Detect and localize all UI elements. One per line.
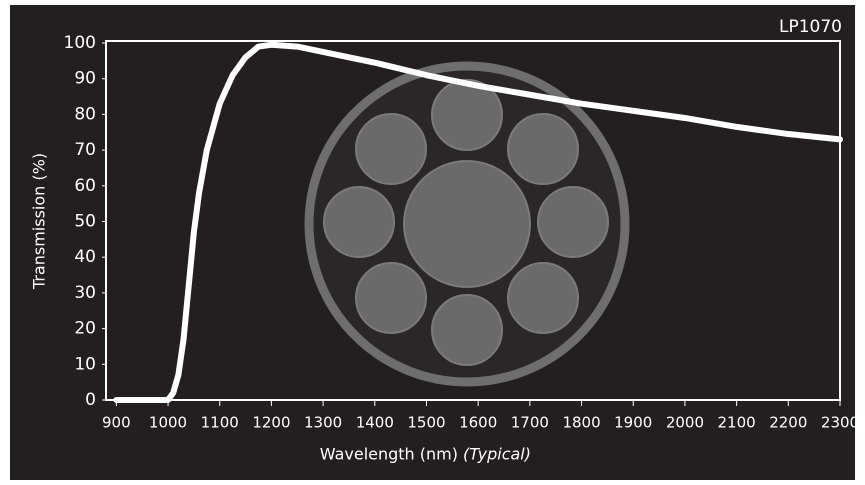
x-tick-label: 1400 — [356, 414, 394, 432]
x-tick-label: 1300 — [304, 414, 342, 432]
x-tick-label: 2000 — [666, 414, 704, 432]
y-axis-label: Transmission (%) — [30, 153, 49, 290]
x-axis-note: (Typical) — [463, 445, 531, 464]
x-tick-label: 2300 — [821, 414, 859, 432]
chart-title: LP1070 — [779, 17, 842, 37]
x-tick-label: 1000 — [149, 414, 187, 432]
x-tick-label: 1900 — [614, 414, 652, 432]
x-tick-label: 2200 — [769, 414, 807, 432]
plot-area — [113, 41, 843, 403]
x-tick-label: 1200 — [252, 414, 290, 432]
x-tick-label: 1700 — [511, 414, 549, 432]
y-tick-label: 0 — [85, 390, 96, 410]
filter-icon — [304, 61, 630, 387]
y-tick-label: 100 — [64, 33, 96, 53]
x-tick-label: 1600 — [459, 414, 497, 432]
x-tick-label: 900 — [102, 414, 131, 432]
x-axis-label: Wavelength (nm) — [320, 445, 458, 464]
x-tick-label: 1100 — [201, 414, 239, 432]
y-tick-label: 30 — [74, 283, 96, 303]
plot-frame — [105, 40, 841, 401]
x-tick-label: 1500 — [407, 414, 445, 432]
y-tick-label: 40 — [74, 247, 96, 267]
data-line — [113, 41, 843, 403]
y-tick-label: 10 — [74, 354, 96, 374]
y-tick-label: 70 — [74, 140, 96, 160]
y-tick-label: 90 — [74, 69, 96, 89]
x-tick-label: 2100 — [718, 414, 756, 432]
y-tick-label: 80 — [74, 104, 96, 124]
y-tick-label: 50 — [74, 212, 96, 232]
y-tick-label: 20 — [74, 319, 96, 339]
y-tick-label: 60 — [74, 176, 96, 196]
x-tick-label: 1800 — [562, 414, 600, 432]
